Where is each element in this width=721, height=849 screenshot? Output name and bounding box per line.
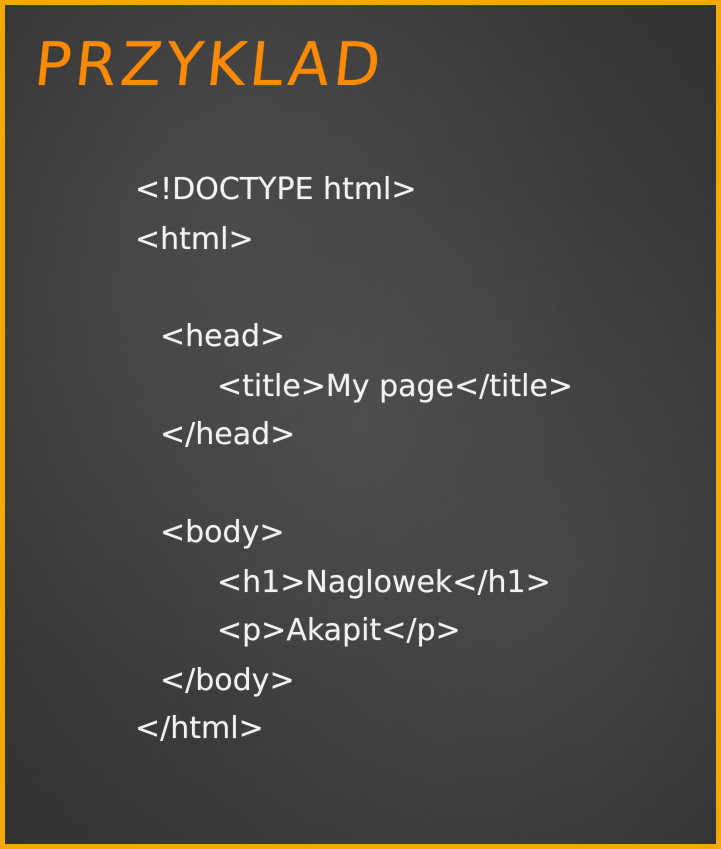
code-line-head-open: <head> bbox=[160, 319, 286, 354]
code-line-p: <p>Akapit</p> bbox=[217, 613, 461, 648]
code-line-body-close: </body> bbox=[160, 663, 295, 698]
code-line-doctype: <!DOCTYPE html> bbox=[135, 172, 417, 207]
code-line-body-open: <body> bbox=[160, 515, 285, 550]
code-line-title: <title>My page</title> bbox=[217, 369, 574, 404]
code-line-html-open: <html> bbox=[135, 222, 254, 257]
code-line-h1: <h1>Naglowek</h1> bbox=[217, 565, 551, 600]
page-title: PRZYKLAD bbox=[31, 30, 388, 100]
chalk-texture bbox=[5, 5, 716, 844]
code-line-html-close: </html> bbox=[135, 711, 264, 746]
code-line-head-close: </head> bbox=[160, 417, 296, 452]
